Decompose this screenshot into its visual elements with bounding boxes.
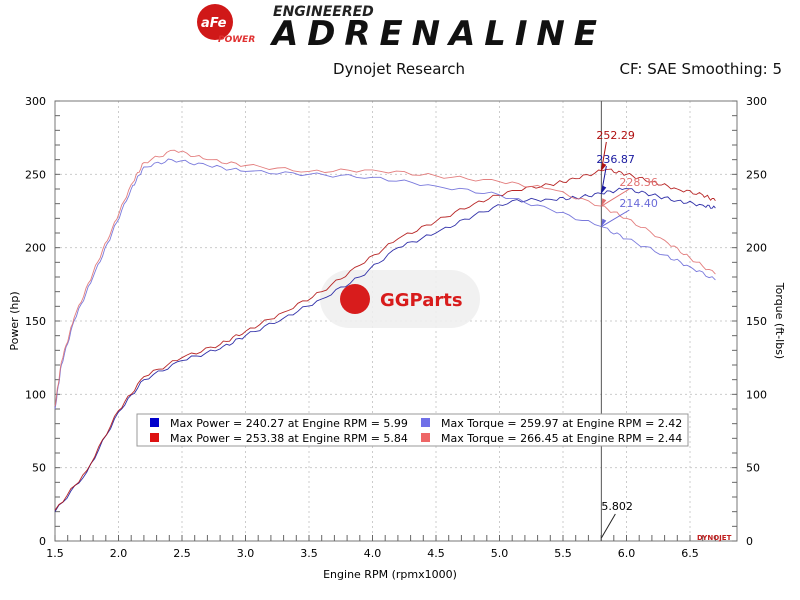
y2-tick-label: 100 xyxy=(746,388,767,401)
legend-swatch xyxy=(421,433,430,442)
legend-entry: Max Torque = 259.97 at Engine RPM = 2.42 xyxy=(441,417,682,430)
y2-tick-label: 0 xyxy=(746,535,753,548)
y2-tick-label: 200 xyxy=(746,242,767,255)
cursor-value-leader xyxy=(601,209,630,228)
cursor-value-label: 252.29 xyxy=(596,129,635,142)
cursor-rpm-label: 5.802 xyxy=(601,500,633,513)
series-line-4 xyxy=(54,149,716,407)
y-tick-label: 200 xyxy=(25,242,46,255)
series-lines xyxy=(54,149,716,512)
x-tick-label: 5.0 xyxy=(491,547,509,560)
y-tick-label: 50 xyxy=(32,462,46,475)
legend-entry: Max Torque = 266.45 at Engine RPM = 2.44 xyxy=(441,432,682,445)
cursor-value-label: 236.87 xyxy=(596,153,635,166)
y-axis: 0 0 50 50 100 100 150 150 200 200 250 250 300 300 xyxy=(25,95,767,548)
series-line-2 xyxy=(54,168,716,511)
afe-logo-power: POWER xyxy=(218,35,255,45)
x-axis-label: Engine RPM (rpmx1000) xyxy=(323,568,457,581)
logo-tagline-small: ENGINEERED xyxy=(273,4,374,20)
dynojet-mark: DYNOJET xyxy=(697,534,732,542)
y2-tick-label: 250 xyxy=(746,168,767,181)
legend-entry: Max Power = 240.27 at Engine RPM = 5.99 xyxy=(170,417,408,430)
cursor-value-label: 228.36 xyxy=(619,176,658,189)
x-tick-label: 2.0 xyxy=(110,547,128,560)
legend: Max Power = 240.27 at Engine RPM = 5.99 M… xyxy=(136,413,689,447)
x-axis: 1.5 2.0 2.5 3.0 3.5 4.0 4.5 5.0 5.5 6.0 6.5 xyxy=(46,535,716,560)
watermark-badge xyxy=(320,270,480,328)
x-tick-label: 6.5 xyxy=(681,547,699,560)
legend-swatch xyxy=(150,433,159,442)
x-tick-label: 3.0 xyxy=(237,547,255,560)
cursor-value-marker xyxy=(601,185,607,194)
y2-tick-label: 50 xyxy=(746,462,760,475)
x-tick-label: 1.5 xyxy=(46,547,64,560)
y-tick-label: 300 xyxy=(25,95,46,108)
cursor-value-marker xyxy=(601,162,607,171)
y-tick-label: 250 xyxy=(25,168,46,181)
cursor-value-marker xyxy=(601,198,607,207)
chart-settings: CF: SAE Smoothing: 5 xyxy=(619,60,782,78)
rpm-cursor[interactable]: 5.802 236.87 252.29 214.40 228.36 xyxy=(596,101,658,541)
chart-subtitle: Dynojet Research xyxy=(333,60,465,78)
y-tick-label: 0 xyxy=(39,535,46,548)
y2-tick-label: 300 xyxy=(746,95,767,108)
cursor-value-marker xyxy=(601,218,607,227)
x-tick-label: 3.5 xyxy=(300,547,318,560)
series-line-1 xyxy=(54,187,716,512)
y-tick-label: 150 xyxy=(25,315,46,328)
y-axis-label: Power (hp) xyxy=(8,291,21,350)
legend-box xyxy=(136,413,689,447)
y2-tick-label: 150 xyxy=(746,315,767,328)
legend-swatch xyxy=(421,418,430,427)
cursor-rpm-arrow xyxy=(600,513,616,539)
cursor-value-leader xyxy=(601,188,630,207)
x-tick-label: 6.0 xyxy=(618,547,636,560)
watermark-text: GGParts xyxy=(380,290,463,311)
legend-entry: Max Power = 253.38 at Engine RPM = 5.84 xyxy=(170,432,408,445)
x-tick-label: 4.5 xyxy=(427,547,445,560)
x-tick-label: 4.0 xyxy=(364,547,382,560)
y2-axis-label: Torque (ft-lbs) xyxy=(773,282,786,359)
x-tick-label: 2.5 xyxy=(173,547,191,560)
logo-tagline-large: ADRENALINE xyxy=(269,14,597,54)
watermark-logo-icon xyxy=(340,284,370,314)
x-tick-label: 5.5 xyxy=(554,547,572,560)
series-line-3 xyxy=(54,158,716,410)
logo: aFe POWER ENGINEERED ADRENALINE xyxy=(197,4,597,54)
y-tick-label: 100 xyxy=(25,388,46,401)
afe-logo-circle xyxy=(197,4,233,40)
legend-swatch xyxy=(150,418,159,427)
watermark: GGParts xyxy=(320,270,480,328)
afe-logo-text: aFe xyxy=(201,16,227,31)
cursor-value-label: 214.40 xyxy=(619,197,658,210)
